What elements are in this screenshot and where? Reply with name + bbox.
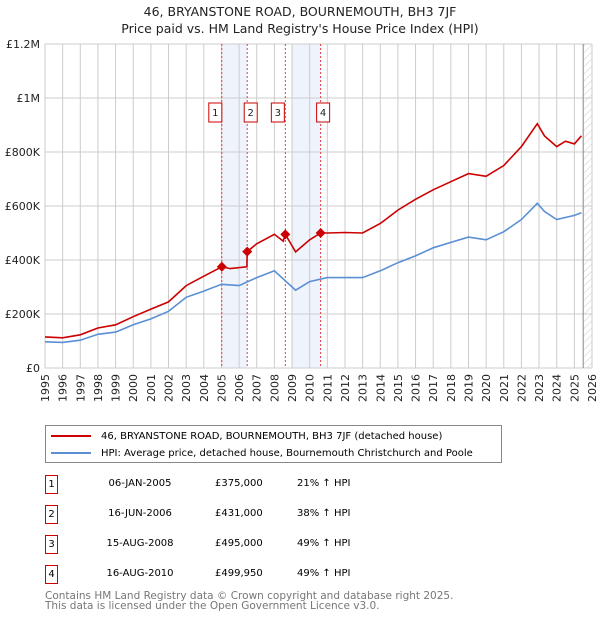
transaction-number-badge: 3: [45, 535, 58, 554]
footer-licence: This data is licensed under the Open Gov…: [45, 600, 380, 612]
transaction-row: 4 16-AUG-2010 £499,950 49% ↑ HPI: [45, 565, 445, 585]
x-tick-label: 1996: [57, 374, 70, 402]
transaction-date: 15-AUG-2008: [106, 538, 174, 549]
red-line-swatch: [51, 435, 91, 437]
transaction-price: £375,000: [215, 478, 263, 489]
x-tick-label: 2023: [533, 374, 546, 402]
x-tick-label: 2017: [427, 374, 440, 402]
transaction-number-badge: 1: [45, 475, 58, 494]
y-tick-label: £600K: [5, 200, 41, 213]
transaction-row: 3 15-AUG-2008 £495,000 49% ↑ HPI: [45, 535, 445, 555]
x-tick-label: 2003: [180, 374, 193, 402]
transaction-hpi-change: 38% ↑ HPI: [297, 508, 351, 519]
sale-point-marker: [216, 261, 227, 272]
y-tick-label: £200K: [5, 308, 41, 321]
transaction-number-badge: 2: [45, 505, 58, 524]
x-tick-label: 2024: [551, 374, 564, 402]
x-tick-label: 1995: [39, 374, 52, 402]
transaction-date: 16-AUG-2010: [106, 568, 174, 579]
sale-point-marker: [315, 228, 326, 239]
transaction-date: 06-JAN-2005: [108, 478, 172, 489]
property-series-line: [44, 122, 583, 339]
footer-copyright: Contains HM Land Registry data © Crown c…: [45, 590, 454, 602]
legend-label: HPI: Average price, detached house, Bour…: [101, 447, 473, 459]
x-tick-label: 1997: [74, 374, 87, 402]
transaction-price: £499,950: [215, 568, 263, 579]
x-tick-label: 2026: [586, 374, 599, 402]
x-tick-label: 2025: [568, 374, 581, 402]
hpi-series-line: [44, 202, 582, 344]
x-tick-label: 2012: [339, 374, 352, 402]
x-tick-label: 2019: [462, 374, 475, 402]
transaction-price: £495,000: [215, 538, 263, 549]
sale-label: 2: [248, 108, 254, 119]
legend-item-hpi: HPI: Average price, detached house, Bour…: [46, 445, 473, 461]
x-tick-label: 2021: [498, 374, 511, 402]
x-tick-label: 2008: [268, 374, 281, 402]
x-tick-label: 2005: [215, 374, 228, 402]
sale-label-box: [316, 102, 331, 123]
x-tick-label: 2015: [392, 374, 405, 402]
x-tick-label: 2002: [163, 374, 176, 402]
legend: 46, BRYANSTONE ROAD, BOURNEMOUTH, BH3 7J…: [45, 425, 502, 463]
x-tick-label: 2010: [304, 374, 317, 402]
x-tick-label: 2011: [321, 374, 334, 402]
chart-title: 46, BRYANSTONE ROAD, BOURNEMOUTH, BH3 7J…: [143, 4, 457, 19]
sale-label-box: [243, 102, 258, 123]
x-tick-label: 2006: [233, 374, 246, 402]
x-tick-label: 2007: [251, 374, 264, 402]
transaction-hpi-change: 21% ↑ HPI: [297, 478, 351, 489]
x-tick-label: 2022: [515, 374, 528, 402]
x-tick-label: 2001: [145, 374, 158, 402]
x-tick-label: 2018: [445, 374, 458, 402]
y-tick-label: £1.2M: [6, 38, 40, 51]
transaction-row: 2 16-JUN-2006 £431,000 38% ↑ HPI: [45, 505, 445, 525]
x-tick-label: 2016: [410, 374, 423, 402]
blue-line-swatch: [51, 452, 91, 454]
transaction-price: £431,000: [215, 508, 263, 519]
y-tick-label: £0: [26, 362, 40, 375]
x-tick-label: 2000: [127, 374, 140, 402]
x-tick-label: 2013: [357, 374, 370, 402]
sale-label: 1: [212, 108, 218, 119]
legend-label: 46, BRYANSTONE ROAD, BOURNEMOUTH, BH3 7J…: [101, 430, 443, 442]
transaction-hpi-change: 49% ↑ HPI: [297, 568, 351, 579]
sale-point-marker: [280, 229, 291, 240]
chart-subtitle: Price paid vs. HM Land Registry's House …: [121, 21, 479, 36]
x-tick-label: 2009: [286, 374, 299, 402]
sale-label-box: [270, 102, 285, 123]
sale-label: 3: [275, 108, 281, 119]
x-tick-label: 1999: [110, 374, 123, 402]
price-chart: 1995 1996 1997 1998 1999 2000 2001 2002 2003 2004…: [5, 38, 599, 402]
sale-label: 4: [320, 108, 326, 119]
x-tick-label: 2014: [374, 374, 387, 402]
legend-item-property: 46, BRYANSTONE ROAD, BOURNEMOUTH, BH3 7J…: [46, 428, 442, 444]
y-tick-label: £400K: [5, 254, 41, 267]
transaction-hpi-change: 49% ↑ HPI: [297, 538, 351, 549]
transaction-number-badge: 4: [45, 565, 58, 584]
x-tick-label: 2020: [480, 374, 493, 402]
transaction-row: 1 06-JAN-2005 £375,000 21% ↑ HPI: [45, 475, 445, 495]
y-tick-label: £1M: [17, 92, 41, 105]
x-tick-label: 1998: [92, 374, 105, 402]
sale-label-box: [208, 102, 223, 123]
x-tick-label: 2004: [198, 374, 211, 402]
transaction-date: 16-JUN-2006: [108, 508, 172, 519]
y-tick-label: £800K: [5, 146, 41, 159]
sale-point-marker: [242, 246, 253, 257]
